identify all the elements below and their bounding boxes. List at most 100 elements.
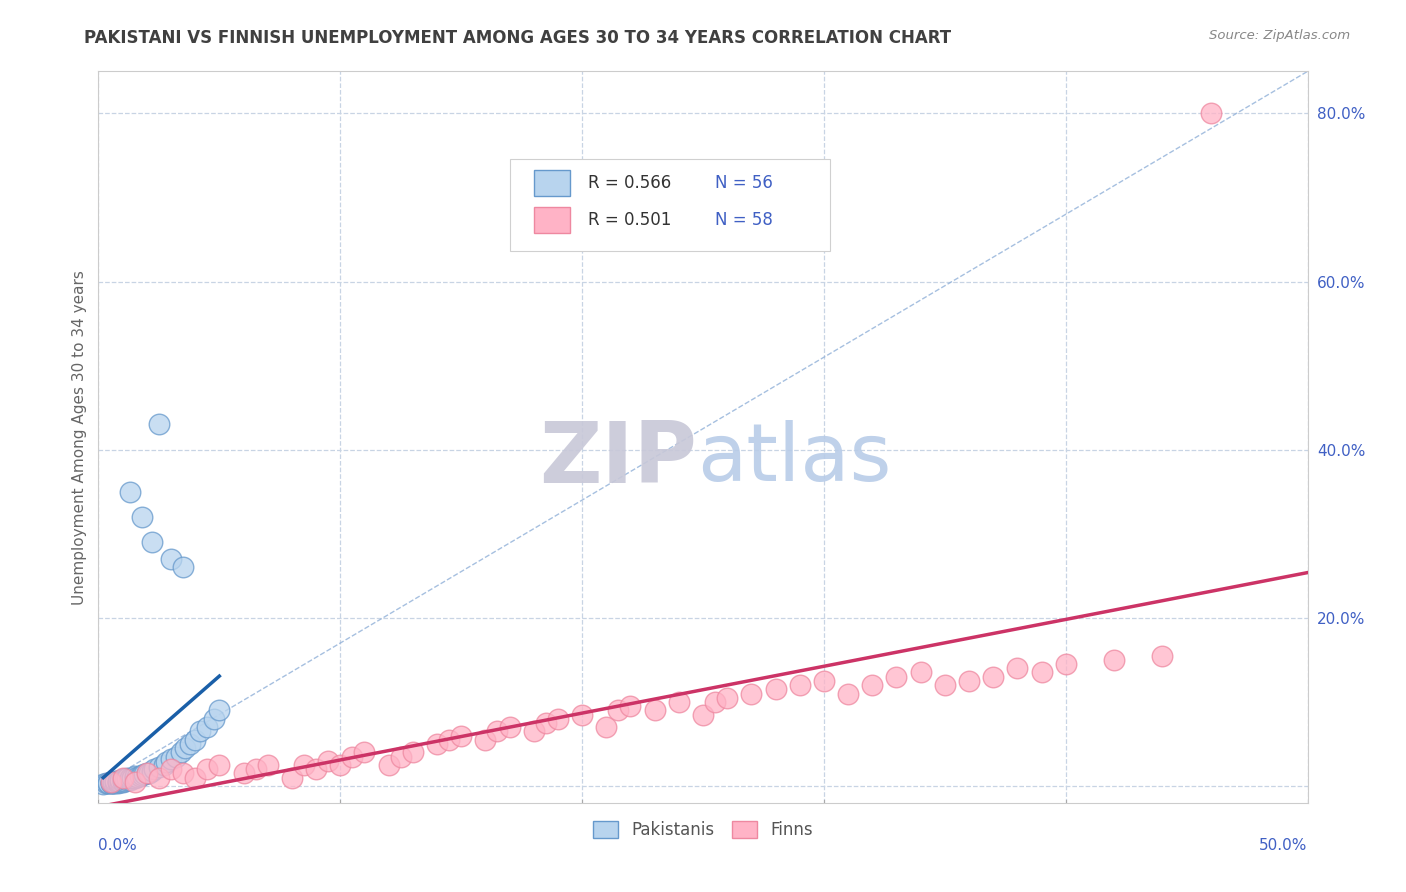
Point <box>100 774 122 789</box>
Point <box>957 673 980 688</box>
Point <box>114 772 136 787</box>
Point <box>644 703 666 717</box>
Point <box>169 745 191 759</box>
Point <box>245 762 267 776</box>
Point <box>111 771 134 785</box>
Point <box>426 737 449 751</box>
Point <box>934 678 956 692</box>
Point <box>329 758 352 772</box>
Point <box>111 774 134 789</box>
Point <box>148 417 170 432</box>
Point <box>1199 106 1222 120</box>
Point <box>342 749 364 764</box>
Point <box>134 767 156 781</box>
Point <box>152 758 174 772</box>
Point <box>160 762 183 776</box>
Point <box>256 758 278 772</box>
Point <box>128 769 150 783</box>
Text: PAKISTANI VS FINNISH UNEMPLOYMENT AMONG AGES 30 TO 34 YEARS CORRELATION CHART: PAKISTANI VS FINNISH UNEMPLOYMENT AMONG … <box>84 29 952 46</box>
Point <box>716 690 738 705</box>
Point <box>486 724 509 739</box>
Point <box>118 484 141 499</box>
Point <box>305 762 328 776</box>
Point <box>668 695 690 709</box>
Text: 0.0%: 0.0% <box>98 838 138 853</box>
Point <box>100 775 122 789</box>
Bar <box>534 207 569 233</box>
Point <box>195 720 218 734</box>
Text: N = 58: N = 58 <box>716 211 773 229</box>
Point <box>104 773 127 788</box>
Point <box>402 745 425 759</box>
Point <box>172 560 194 574</box>
Point <box>148 771 170 785</box>
Point <box>595 720 617 734</box>
Point <box>111 773 134 788</box>
Point <box>179 737 201 751</box>
Point <box>498 720 520 734</box>
Point <box>910 665 932 680</box>
Point <box>377 758 399 772</box>
Point <box>107 774 129 789</box>
Point <box>184 732 207 747</box>
Point <box>174 741 197 756</box>
Point <box>94 776 117 790</box>
Point <box>704 695 727 709</box>
Point <box>204 712 226 726</box>
Point <box>160 552 183 566</box>
Point <box>141 535 163 549</box>
Point <box>172 766 194 780</box>
Point <box>160 752 183 766</box>
Text: N = 56: N = 56 <box>716 174 773 193</box>
Text: R = 0.501: R = 0.501 <box>588 211 672 229</box>
Point <box>131 510 153 524</box>
Point <box>1152 648 1174 663</box>
Point <box>97 776 120 790</box>
Point <box>292 758 315 772</box>
Point <box>1007 661 1029 675</box>
Legend: Pakistanis, Finns: Pakistanis, Finns <box>586 814 820 846</box>
Point <box>789 678 811 692</box>
Point <box>117 772 139 786</box>
Point <box>813 673 835 688</box>
Point <box>195 762 218 776</box>
Point <box>607 703 630 717</box>
Point <box>474 732 496 747</box>
Point <box>692 707 714 722</box>
Point <box>523 724 546 739</box>
Point <box>437 732 460 747</box>
Point <box>124 774 146 789</box>
Point <box>131 768 153 782</box>
Point <box>101 774 124 789</box>
Point <box>184 771 207 785</box>
Point <box>114 773 136 788</box>
Y-axis label: Unemployment Among Ages 30 to 34 years: Unemployment Among Ages 30 to 34 years <box>72 269 87 605</box>
Point <box>107 773 129 788</box>
Point <box>389 749 412 764</box>
Point <box>135 766 157 780</box>
Point <box>886 670 908 684</box>
Point <box>104 775 127 789</box>
Point <box>107 775 129 789</box>
Point <box>108 774 131 789</box>
Text: Source: ZipAtlas.com: Source: ZipAtlas.com <box>1209 29 1350 42</box>
Point <box>740 686 762 700</box>
Point <box>108 773 131 788</box>
Point <box>91 777 114 791</box>
Point <box>101 776 124 790</box>
Point <box>100 774 122 789</box>
Point <box>281 771 304 785</box>
Point <box>981 670 1004 684</box>
Point <box>837 686 859 700</box>
Point <box>1031 665 1053 680</box>
Point <box>619 699 641 714</box>
Point <box>1102 653 1125 667</box>
Bar <box>534 170 569 196</box>
Text: 50.0%: 50.0% <box>1260 838 1308 853</box>
Point <box>118 771 141 785</box>
Point <box>165 749 187 764</box>
Point <box>765 682 787 697</box>
Point <box>143 762 166 776</box>
Point <box>148 760 170 774</box>
FancyBboxPatch shape <box>509 159 830 251</box>
